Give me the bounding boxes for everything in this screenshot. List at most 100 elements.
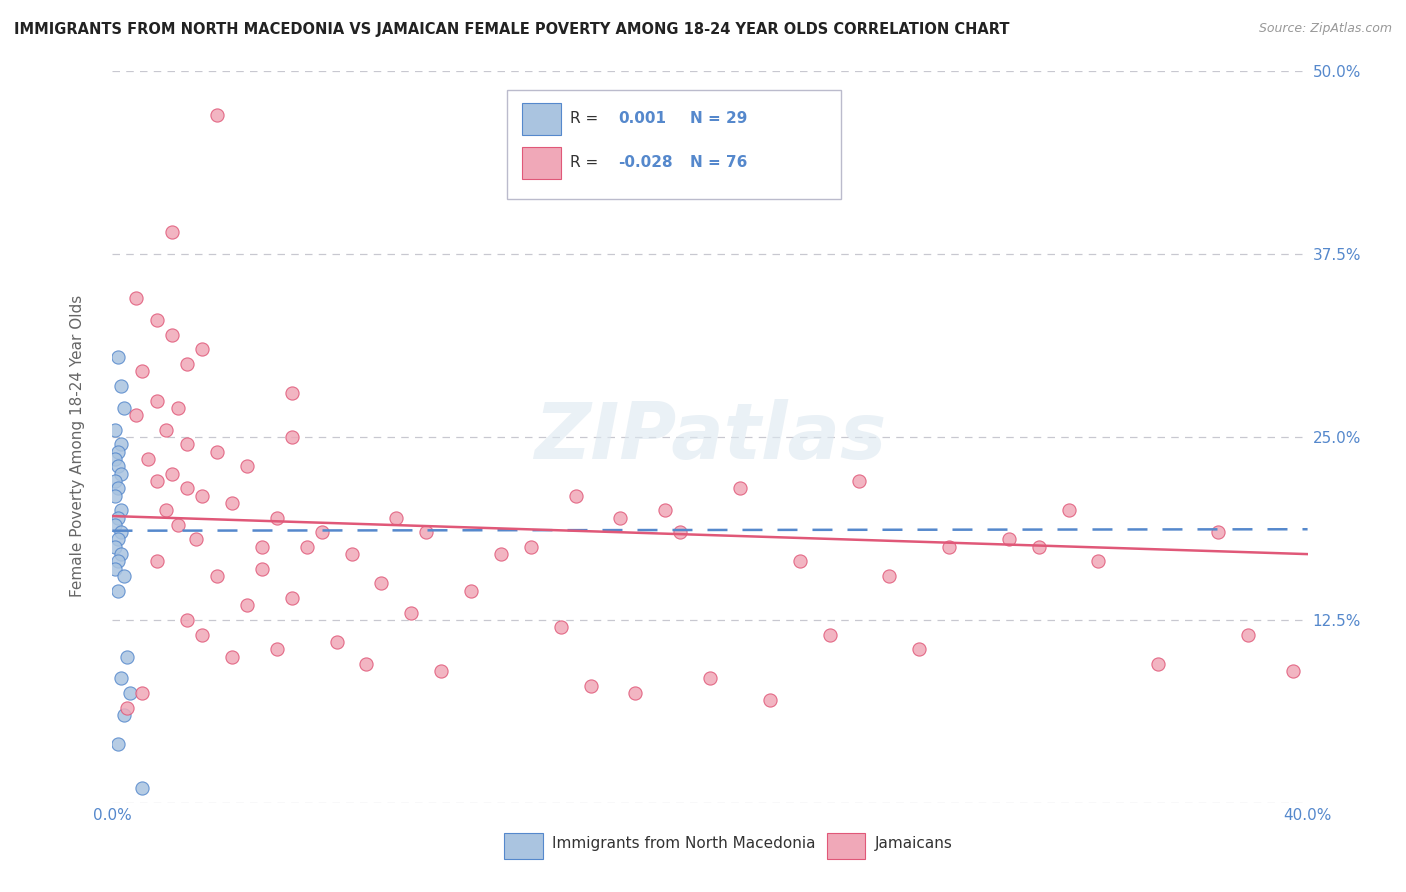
Point [848,474,870,488]
Point [415,525,437,540]
Point [699,672,721,686]
Point [550,620,572,634]
Point [266,642,288,657]
Point [176,437,198,451]
Point [104,540,127,554]
Point [120,686,142,700]
Point [104,452,127,467]
Point [110,379,132,393]
Text: Female Poverty Among 18-24 Year Olds: Female Poverty Among 18-24 Year Olds [70,295,84,597]
Point [107,444,129,458]
Point [131,364,153,378]
Point [191,343,214,357]
Point [155,503,177,517]
Point [110,503,132,517]
Point [205,108,228,122]
Point [938,540,960,554]
Point [520,540,543,554]
Point [131,686,153,700]
FancyBboxPatch shape [505,833,543,859]
Point [125,291,148,305]
Point [624,686,647,700]
Point [221,496,243,510]
Point [669,525,692,540]
Point [107,510,129,524]
Point [430,664,453,678]
Point [114,401,135,415]
Point [1028,540,1050,554]
Point [110,437,132,451]
Point [107,737,129,751]
Point [281,430,304,444]
Point [155,423,177,437]
Point [579,679,602,693]
FancyBboxPatch shape [523,146,561,179]
Point [564,489,586,503]
Point [281,386,304,401]
Point [879,569,901,583]
Text: Jamaicans: Jamaicans [875,836,953,851]
Point [146,393,169,408]
Text: N = 29: N = 29 [690,112,747,127]
FancyBboxPatch shape [827,833,866,859]
Point [340,547,363,561]
Point [104,423,127,437]
Point [146,554,169,568]
Point [117,649,139,664]
Point [114,708,135,723]
Point [117,700,139,714]
Point [205,569,228,583]
Point [1147,657,1170,671]
Point [176,357,198,371]
Point [107,481,129,495]
Point [110,547,132,561]
Text: N = 76: N = 76 [690,155,747,170]
Point [167,401,190,415]
Point [295,540,318,554]
Point [654,503,676,517]
Point [114,569,135,583]
Point [998,533,1021,547]
Point [162,327,183,342]
Point [489,547,512,561]
Point [205,444,228,458]
Text: Immigrants from North Macedonia: Immigrants from North Macedonia [553,836,815,851]
Point [325,635,347,649]
Point [221,649,243,664]
Point [110,672,132,686]
Point [1206,525,1229,540]
Point [191,489,214,503]
Point [104,562,127,576]
Text: 0.001: 0.001 [619,112,666,127]
Point [281,591,304,605]
Point [167,517,190,532]
Point [1087,554,1109,568]
Point [1281,664,1303,678]
Point [789,554,811,568]
Point [138,452,160,467]
Point [107,533,129,547]
Text: R =: R = [571,112,603,127]
Point [266,510,288,524]
Text: R =: R = [571,155,603,170]
Point [107,583,129,598]
Text: -0.028: -0.028 [619,155,672,170]
Point [908,642,931,657]
Point [131,781,153,796]
Point [162,467,183,481]
Point [110,525,132,540]
Point [191,627,214,641]
Point [125,408,148,422]
Point [146,313,169,327]
Point [110,467,132,481]
Point [146,474,169,488]
FancyBboxPatch shape [508,90,842,200]
Point [460,583,482,598]
Point [1237,627,1260,641]
Point [609,510,631,524]
Point [728,481,751,495]
Point [104,474,127,488]
Point [311,525,333,540]
Point [1057,503,1080,517]
Point [104,517,127,532]
